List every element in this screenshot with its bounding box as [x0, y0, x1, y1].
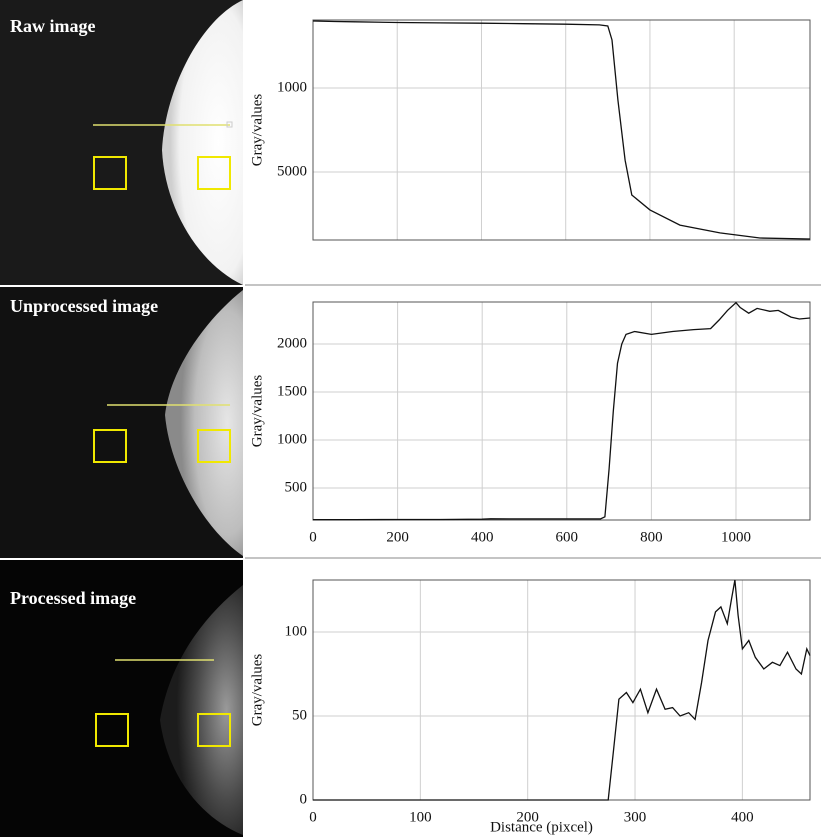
y-axis-label: Gray/values [249, 375, 265, 448]
figure: Raw image Unprocessed image Processed im… [0, 0, 821, 837]
plot-area [313, 20, 810, 240]
x-tick-label: 800 [640, 529, 663, 545]
plot-area [313, 302, 810, 520]
y-tick-label: 100 [285, 623, 308, 639]
y-tick-label: 500 [285, 479, 308, 495]
panel-label: Raw image [10, 16, 95, 36]
plot-area [313, 580, 810, 800]
y-axis-label: Gray/values [249, 654, 265, 727]
x-axis-label: Distance (pixcel) [490, 819, 593, 835]
panel-label: Unprocessed image [10, 296, 158, 316]
page: Raw image Unprocessed image Processed im… [0, 0, 821, 837]
x-tick-label: 1000 [721, 529, 751, 545]
y-axis-label: Gray/values [249, 94, 265, 167]
x-tick-label: 100 [409, 809, 432, 825]
processed-image: Processed image [0, 560, 243, 837]
x-tick-label: 400 [731, 809, 754, 825]
x-tick-label: 0 [309, 529, 317, 545]
y-tick-label: 1000 [277, 79, 307, 95]
x-tick-label: 400 [471, 529, 494, 545]
unprocessed-image: Unprocessed image [0, 287, 243, 558]
x-tick-label: 300 [624, 809, 647, 825]
y-tick-label: 1000 [277, 431, 307, 447]
y-tick-label: 0 [300, 791, 308, 807]
x-tick-label: 200 [386, 529, 409, 545]
y-tick-label: 1500 [277, 383, 307, 399]
x-tick-label: 0 [309, 809, 317, 825]
x-tick-label: 600 [556, 529, 579, 545]
y-tick-label: 50 [292, 707, 307, 723]
raw-image: Raw image [0, 0, 243, 285]
y-tick-label: 2000 [277, 335, 307, 351]
panel-label: Processed image [10, 588, 136, 608]
y-tick-label: 5000 [277, 163, 307, 179]
